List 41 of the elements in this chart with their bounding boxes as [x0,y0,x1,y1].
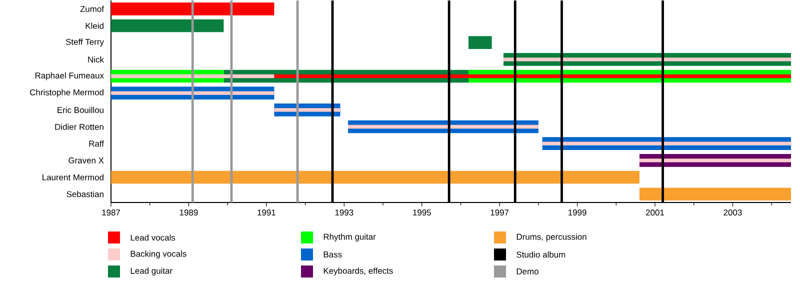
x-tick-label: 1989 [180,210,198,216]
y-tick-label: Eric Bouillou [58,107,104,114]
bar [639,188,792,201]
y-tick-label: Sebastian [66,191,104,198]
y-tick-label: Raphael Fumeaux [35,72,104,80]
legend-label: Drums, percussion [516,234,586,242]
legend-label: Demo [516,268,538,275]
legend-label: Keyboards, effects [324,268,393,276]
bar [274,108,340,112]
legend-label: Rhythm guitar [324,234,376,242]
x-tick-label: 1995 [413,210,431,216]
y-tick-label: Zumof [80,6,104,12]
bar [111,74,274,78]
bar [503,58,792,62]
bar [111,91,274,96]
bar [468,36,492,50]
bar [111,171,640,184]
x-tick-label: 2003 [724,210,742,216]
x-tick-label: 1999 [568,210,586,216]
bar [639,158,792,163]
y-tick-label: Graven X [68,158,104,164]
y-tick-label: Steff Terry [66,38,104,47]
y-tick-label: Nick [88,56,104,63]
bar [111,20,224,32]
bar [542,142,792,146]
x-tick-label: 1993 [335,210,354,216]
legend-label: Lead vocals [130,234,176,241]
y-tick-label: Christophe Mermod [30,89,104,98]
x-tick-label: 1991 [258,210,276,216]
legend-label: Studio album [516,252,566,258]
y-tick-label: Raff [89,140,104,147]
y-tick-label: Didier Rotten [55,124,104,130]
legend-label: Bass [324,252,342,258]
y-tick-label: Kleid [86,22,104,30]
x-tick-label: 1987 [102,210,120,216]
legend-label: Backing vocals [130,250,186,259]
y-tick-label: Laurent Mermod [42,174,104,181]
legend-label: Lead guitar [130,268,172,276]
x-tick-label: 1997 [490,210,509,216]
x-tick-label: 2001 [646,210,664,216]
bar [348,125,538,129]
